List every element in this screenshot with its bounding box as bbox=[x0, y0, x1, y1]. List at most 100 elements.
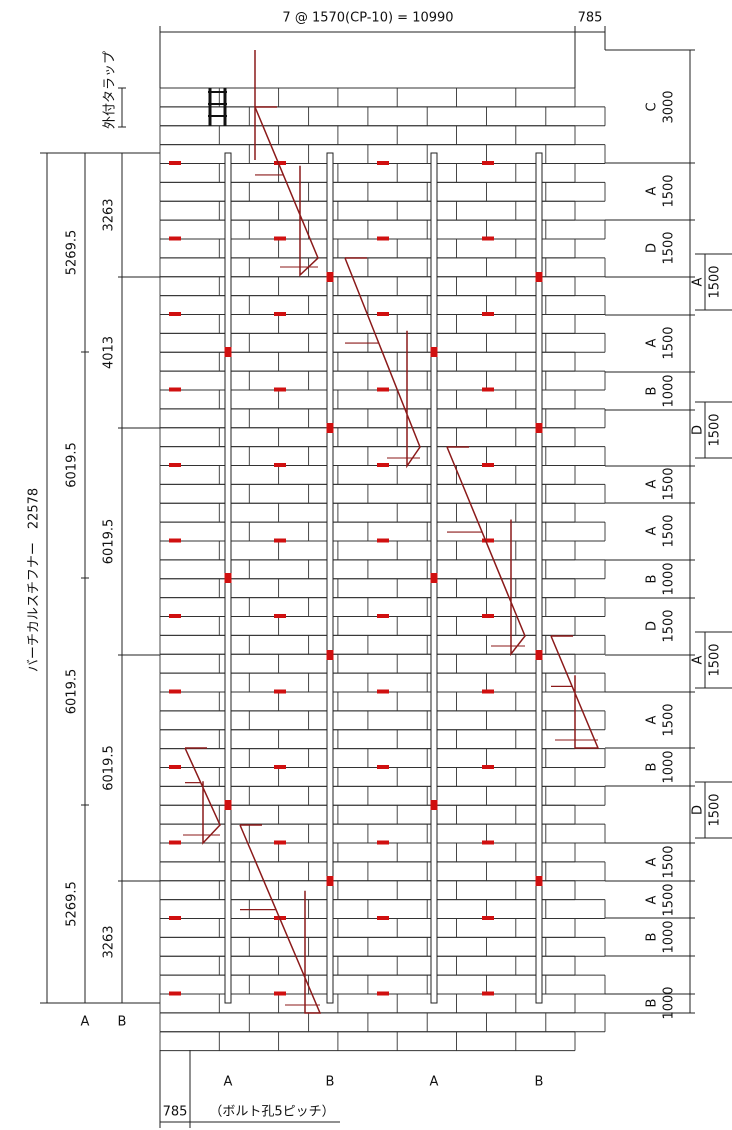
bolt-mark bbox=[169, 236, 181, 241]
post-label: B bbox=[326, 1075, 335, 1090]
bolt-mark bbox=[274, 236, 286, 241]
post-label: B bbox=[535, 1075, 544, 1090]
dim-label: 6019.5 bbox=[102, 519, 117, 565]
segment-type: D bbox=[691, 805, 706, 815]
joint-mark bbox=[430, 573, 438, 583]
bottom-note: （ボルト孔5ピッチ） bbox=[209, 1105, 334, 1120]
joint-mark bbox=[224, 800, 232, 810]
ladder bbox=[344, 257, 421, 469]
dim-label: 3263 bbox=[102, 198, 117, 231]
segment-type: A bbox=[691, 655, 706, 664]
bolt-mark bbox=[274, 765, 286, 769]
segment-type: C bbox=[645, 102, 660, 111]
post-label: A bbox=[224, 1075, 233, 1090]
bolt-mark bbox=[377, 312, 389, 316]
joint-mark bbox=[535, 272, 543, 282]
joint-mark bbox=[326, 272, 334, 282]
column-label: A bbox=[81, 1015, 90, 1030]
bolt-mark bbox=[377, 161, 389, 165]
segment-length: 1500 bbox=[662, 845, 677, 878]
segment-length: 1500 bbox=[662, 883, 677, 916]
segment-length: 1500 bbox=[708, 643, 723, 676]
stiffener-label: バーチカルスチフナー 22578 bbox=[27, 488, 42, 672]
dim-label: 6019.5 bbox=[102, 745, 117, 791]
segment-length: 1500 bbox=[708, 413, 723, 446]
bolt-mark bbox=[169, 991, 181, 996]
bolt-mark bbox=[482, 236, 494, 241]
bolt-mark bbox=[482, 463, 494, 467]
bolt-mark bbox=[377, 614, 389, 618]
bolt-mark bbox=[274, 840, 286, 845]
segment-type: D bbox=[645, 621, 660, 631]
ladder-label: 外付タラップ bbox=[103, 51, 118, 129]
joint-mark bbox=[326, 876, 334, 886]
bolt-mark bbox=[377, 387, 389, 392]
bolt-mark bbox=[169, 916, 181, 920]
bolt-mark bbox=[274, 463, 286, 467]
bolt-mark bbox=[482, 387, 494, 392]
stiffener bbox=[326, 152, 334, 1004]
joint-mark bbox=[224, 347, 232, 357]
bolt-mark bbox=[482, 765, 494, 769]
segment-length: 1000 bbox=[662, 374, 677, 407]
segment-length: 1000 bbox=[662, 986, 677, 1019]
segment-type: A bbox=[645, 895, 660, 904]
segment-type: A bbox=[645, 526, 660, 535]
segment-length: 1500 bbox=[662, 467, 677, 500]
segment-type: D bbox=[691, 425, 706, 435]
segment-length: 3000 bbox=[662, 90, 677, 123]
bolt-mark bbox=[482, 538, 494, 543]
bolt-mark bbox=[274, 614, 286, 618]
ladder bbox=[184, 747, 221, 845]
dim-label: 6019.5 bbox=[65, 442, 80, 488]
bolt-mark bbox=[482, 916, 494, 920]
bolt-mark bbox=[169, 538, 181, 543]
bolt-mark bbox=[169, 765, 181, 769]
joint-mark bbox=[430, 800, 438, 810]
bolt-mark bbox=[377, 689, 389, 694]
segment-length: 1500 bbox=[708, 793, 723, 826]
dim-label: 6019.5 bbox=[65, 669, 80, 715]
bolt-mark bbox=[169, 312, 181, 316]
stiffener bbox=[535, 152, 543, 1004]
joint-mark bbox=[326, 423, 334, 433]
segment-length: 1500 bbox=[662, 609, 677, 642]
bolt-mark bbox=[377, 236, 389, 241]
bolt-mark bbox=[482, 689, 494, 694]
bolt-mark bbox=[169, 689, 181, 694]
dim-label: 4013 bbox=[102, 336, 117, 369]
joint-mark bbox=[326, 650, 334, 660]
dim-label: 3263 bbox=[102, 925, 117, 958]
segment-type: A bbox=[645, 857, 660, 866]
top-span: 7 @ 1570(CP-10) = 10990 bbox=[282, 11, 453, 26]
segment-type: A bbox=[645, 338, 660, 347]
bolt-mark bbox=[377, 991, 389, 996]
bolt-mark bbox=[169, 161, 181, 165]
segment-length: 1000 bbox=[662, 920, 677, 953]
segment-length: 1000 bbox=[662, 562, 677, 595]
dim-label: 5269.5 bbox=[65, 230, 80, 276]
dim-label: 5269.5 bbox=[65, 881, 80, 927]
top-edge: 785 bbox=[578, 11, 603, 26]
segment-type: B bbox=[645, 999, 660, 1008]
segment-length: 1500 bbox=[662, 703, 677, 736]
ladder bbox=[239, 824, 322, 1014]
segment-length: 1500 bbox=[662, 326, 677, 359]
bolt-mark bbox=[482, 840, 494, 845]
bolt-mark bbox=[482, 991, 494, 996]
segment-type: B bbox=[645, 933, 660, 942]
bolt-mark bbox=[274, 312, 286, 316]
ladder bbox=[446, 446, 526, 657]
bolt-mark bbox=[274, 161, 286, 165]
ladder bbox=[550, 635, 600, 749]
segment-length: 1500 bbox=[708, 265, 723, 298]
bolt-mark bbox=[482, 614, 494, 618]
bolt-mark bbox=[274, 689, 286, 694]
segment-type: D bbox=[645, 243, 660, 253]
bolt-mark bbox=[274, 991, 286, 996]
bolt-mark bbox=[377, 463, 389, 467]
segment-length: 1500 bbox=[662, 174, 677, 207]
segment-type: A bbox=[645, 715, 660, 724]
bolt-mark bbox=[377, 916, 389, 920]
joint-mark bbox=[535, 650, 543, 660]
